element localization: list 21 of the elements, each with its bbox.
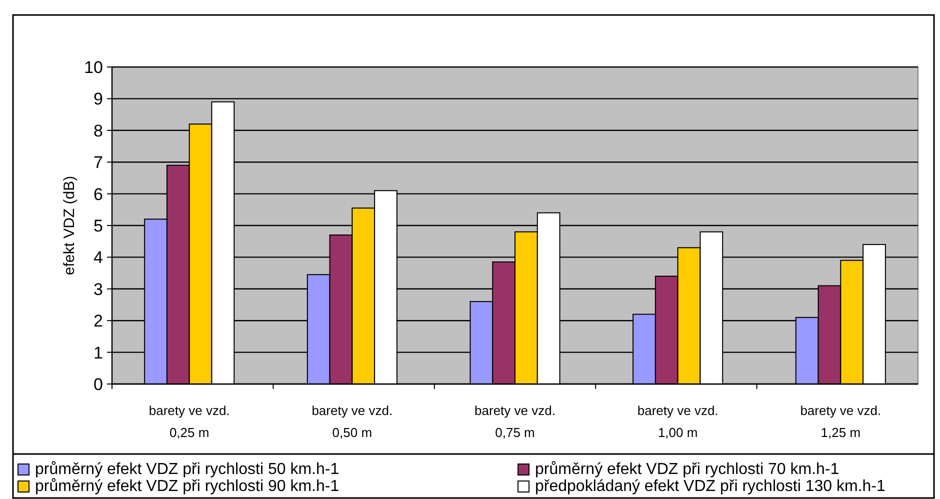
x-tick-label: barety ve vzd. 0,50 m	[312, 403, 393, 440]
y-tick-label: 7	[94, 153, 103, 172]
y-tick-label: 2	[94, 312, 103, 331]
y-axis-title: efekt VDZ (dB)	[61, 176, 78, 276]
y-tick-label: 6	[94, 184, 103, 204]
y-tick-label: 10	[84, 58, 103, 77]
y-tick-label: 0	[94, 374, 103, 394]
x-tick-label: barety ve vzd. 1,25 m	[800, 403, 882, 440]
y-tick-label: 8	[94, 121, 103, 140]
y-tick-label: 9	[94, 90, 103, 109]
y-tick-label: 4	[94, 248, 103, 268]
legend-label: průměrný efekt VDZ při rychlosti 90 km.h-1	[35, 478, 340, 495]
y-tick-label: 1	[94, 343, 103, 362]
legend-label: průměrný efekt VDZ při rychlosti 50 km.h-1	[35, 461, 340, 478]
legend-label: průměrný efekt VDZ při rychlosti 70 km.h-1	[535, 461, 840, 478]
y-tick-label: 3	[94, 280, 103, 299]
y-tick-label: 5	[94, 216, 103, 236]
x-tick-label: barety ve vzd. 0,25 m	[148, 403, 230, 440]
legend-label: předpokládaný efekt VDZ při rychlosti 130 km.h-1	[535, 478, 886, 495]
x-tick-label: barety ve vzd. 0,75 m	[474, 403, 556, 440]
x-tick-label: barety ve vzd. 1,00 m	[637, 403, 718, 440]
